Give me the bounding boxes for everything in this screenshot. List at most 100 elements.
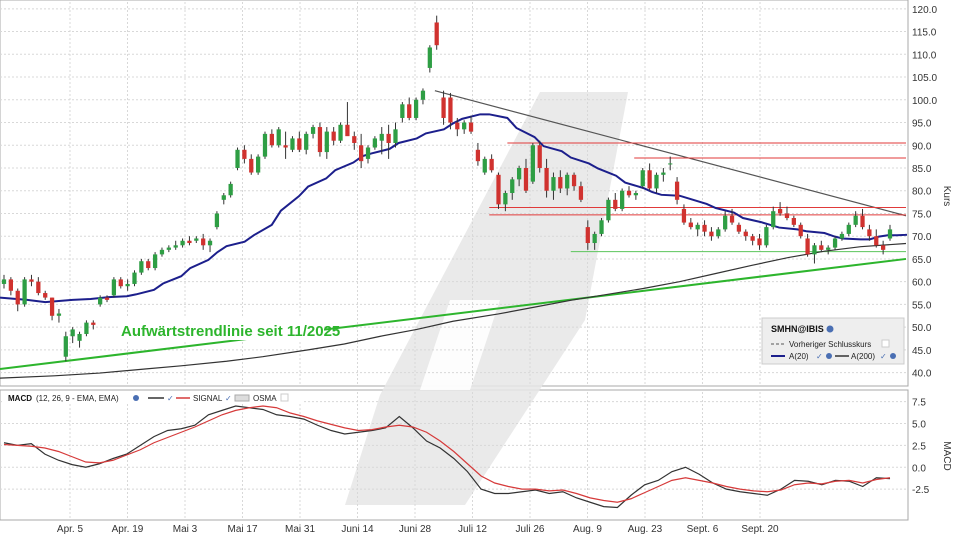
candle-body <box>626 190 632 196</box>
candle-body <box>152 254 158 269</box>
price-tick-label: 40.0 <box>912 369 932 380</box>
legend-signal: SIGNAL <box>193 394 223 403</box>
price-tick-label: 115.0 <box>912 28 937 39</box>
info-icon[interactable] <box>133 395 139 401</box>
candle-body <box>407 104 412 118</box>
candle-body <box>146 261 151 269</box>
candle-body <box>420 90 426 100</box>
price-tick-label: 105.0 <box>912 73 937 84</box>
check-icon[interactable]: ✓ <box>225 394 232 403</box>
candle-body <box>496 174 501 205</box>
candle-body <box>647 170 652 189</box>
candle-body <box>262 133 268 157</box>
candle-body <box>1 279 7 284</box>
candle-body <box>338 124 343 141</box>
candle-body <box>386 133 391 143</box>
candle-body <box>709 231 714 237</box>
candle-body <box>207 240 213 246</box>
candle-body <box>63 336 68 357</box>
candle-body <box>516 167 522 180</box>
check-icon[interactable]: ✓ <box>880 352 887 361</box>
toggle-icon[interactable] <box>280 393 289 402</box>
check-icon[interactable]: ✓ <box>816 352 823 361</box>
price-legend: SMHN@IBIS Vorheriger Schlusskurs A(20) ✓… <box>761 317 905 365</box>
candle-body <box>819 245 824 250</box>
candle-body <box>702 224 707 232</box>
candle-body <box>448 97 453 123</box>
candle-body <box>462 122 467 130</box>
macd-tick-label: 0.0 <box>912 463 926 474</box>
candle-body <box>716 229 721 237</box>
price-tick-label: 110.0 <box>912 50 937 61</box>
candle-body <box>166 247 171 250</box>
macd-params: (12, 26, 9 - EMA, EMA) <box>36 394 119 403</box>
candle-body <box>249 158 254 173</box>
candle-body <box>269 133 274 146</box>
macd-line-signal <box>3 405 891 503</box>
candle-body <box>379 133 384 141</box>
legend-a200: A(200) <box>851 352 875 361</box>
legend-prev-close: Vorheriger Schlusskurs <box>789 340 871 349</box>
watermark-logo <box>345 92 628 505</box>
candle-body <box>654 174 659 189</box>
candle-body <box>846 224 851 234</box>
candle-body <box>585 227 590 244</box>
macd-tick-label: 5.0 <box>912 420 926 431</box>
candle-body <box>132 272 137 284</box>
price-tick-label: 90.0 <box>912 141 932 152</box>
check-icon[interactable]: ✓ <box>167 394 174 403</box>
candle-body <box>283 145 288 148</box>
macd-axis-title: MACD <box>941 441 952 470</box>
candle-body <box>15 290 20 305</box>
x-tick-label: Sept. 20 <box>741 524 779 535</box>
candle-body <box>8 279 13 291</box>
macd-tick-label: 2.5 <box>912 441 926 452</box>
candle-body <box>620 190 625 209</box>
sma-line-a20 <box>0 113 907 304</box>
candle-body <box>77 333 82 341</box>
x-tick-label: Juni 28 <box>399 524 432 535</box>
candle-body <box>400 104 405 118</box>
candle-body <box>235 149 240 168</box>
candle-body <box>729 215 735 223</box>
candle-body <box>365 147 371 159</box>
candle-body <box>530 145 535 182</box>
candle-body <box>826 247 831 250</box>
macd-tick-label: 7.5 <box>912 398 926 409</box>
price-tick-label: 70.0 <box>912 232 932 243</box>
candle-body <box>599 220 604 234</box>
trendline <box>0 257 907 370</box>
x-tick-label: Apr. 5 <box>57 524 84 535</box>
candle-body <box>201 238 206 246</box>
price-tick-label: 85.0 <box>912 164 932 175</box>
x-tick-label: Mai 31 <box>285 524 315 535</box>
candle-body <box>695 224 700 230</box>
candle-body <box>159 249 165 255</box>
x-tick-label: Apr. 19 <box>112 524 144 535</box>
candle-body <box>812 245 817 255</box>
candle-body <box>434 22 439 46</box>
candle-body <box>36 281 41 294</box>
candle-body <box>777 208 783 214</box>
info-icon[interactable] <box>826 325 834 333</box>
price-tick-label: 55.0 <box>912 300 932 311</box>
candle-body <box>606 199 611 221</box>
price-axis-title: Kurs <box>941 186 952 207</box>
candle-body <box>668 163 673 165</box>
settings-icon[interactable] <box>826 353 832 359</box>
candle-body <box>228 183 233 196</box>
candle-body <box>118 279 123 287</box>
price-tick-label: 80.0 <box>912 187 932 198</box>
candle-body <box>750 236 755 241</box>
toggle-icon[interactable] <box>881 339 890 348</box>
candle-body <box>510 179 515 193</box>
candle-body <box>688 222 693 228</box>
candle-body <box>571 174 577 187</box>
candle-body <box>867 229 872 237</box>
candle-body <box>29 279 34 282</box>
settings-icon[interactable] <box>890 353 896 359</box>
price-tick-label: 60.0 <box>912 278 932 289</box>
candle-body <box>881 245 886 250</box>
candle-body <box>860 215 865 228</box>
